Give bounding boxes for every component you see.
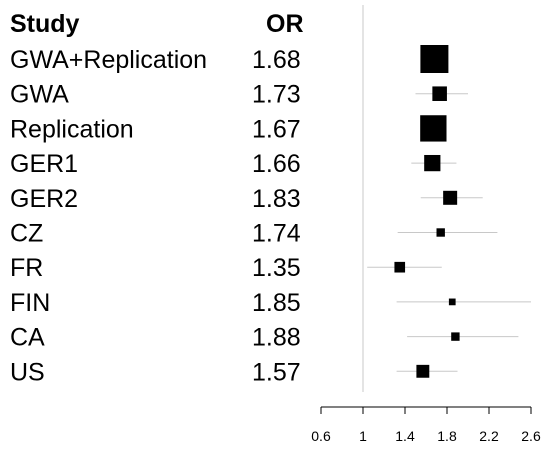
or-marker	[394, 261, 406, 273]
study-label: CA	[10, 324, 45, 352]
or-marker	[416, 364, 430, 378]
or-marker	[451, 332, 460, 341]
or-marker	[436, 228, 445, 237]
x-axis: 0.6 1 1.4 1.8 2.2 2.6	[311, 406, 541, 444]
study-row: FIN 1.85	[10, 289, 531, 317]
or-marker	[420, 115, 447, 142]
or-marker	[424, 154, 441, 172]
study-row: GER1 1.66	[10, 150, 457, 178]
study-row: CZ 1.74	[10, 220, 498, 248]
study-label: GER1	[10, 150, 78, 178]
study-row: Replication 1.67	[10, 115, 447, 143]
study-row: FR 1.35	[10, 254, 442, 282]
tick-label: 2.2	[479, 428, 499, 444]
study-label: GWA	[10, 81, 69, 109]
or-marker	[432, 86, 447, 101]
or-header: OR	[266, 10, 304, 38]
or-value: 1.35	[252, 254, 301, 282]
study-rows: GWA+Replication 1.68 GWA 1.73 Replication 1.6…	[10, 45, 531, 386]
or-value: 1.66	[252, 150, 301, 178]
or-marker	[420, 45, 449, 73]
or-marker	[443, 190, 458, 205]
study-label: GER2	[10, 185, 78, 213]
study-label: US	[10, 358, 45, 386]
study-label: Replication	[10, 115, 134, 143]
or-value: 1.85	[252, 289, 301, 317]
study-row: GWA 1.73	[10, 81, 468, 109]
tick-label: 0.6	[311, 428, 331, 444]
or-value: 1.67	[252, 115, 301, 143]
study-row: GER2 1.83	[10, 185, 483, 213]
or-value: 1.88	[252, 324, 301, 352]
tick-label: 1.8	[437, 428, 457, 444]
tick-label: 2.6	[521, 428, 541, 444]
study-row: GWA+Replication 1.68	[10, 45, 449, 74]
study-label: GWA+Replication	[10, 46, 207, 74]
study-row: CA 1.88	[10, 324, 519, 352]
or-value: 1.73	[252, 81, 301, 109]
or-value: 1.74	[252, 220, 301, 248]
study-label: FR	[10, 254, 43, 282]
or-value: 1.57	[252, 358, 301, 386]
tick-label: 1.4	[395, 428, 415, 444]
tick-label: 1	[359, 428, 367, 444]
study-header: Study	[10, 10, 80, 38]
study-label: FIN	[10, 289, 50, 317]
or-value: 1.83	[252, 185, 301, 213]
or-value: 1.68	[252, 46, 301, 74]
study-row: US 1.57	[10, 358, 458, 386]
or-marker	[448, 298, 456, 306]
study-label: CZ	[10, 220, 43, 248]
